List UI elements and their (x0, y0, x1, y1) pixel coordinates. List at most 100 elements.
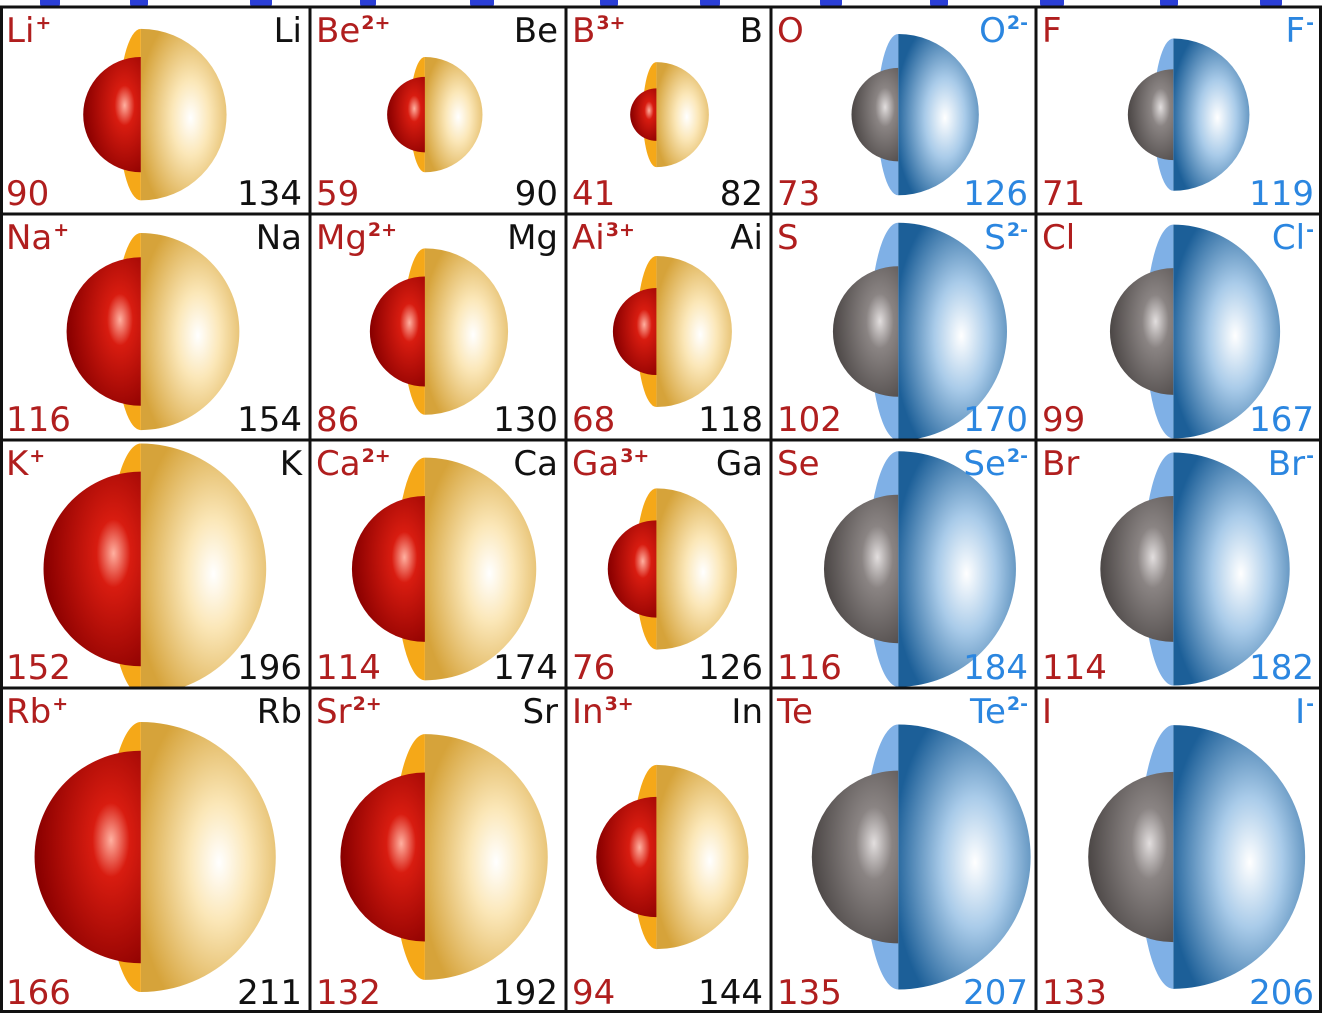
cation-label-symbol: Be (316, 11, 361, 51)
atom-label-symbol: O (777, 11, 804, 51)
sphere-illustration (811, 724, 1031, 990)
anion-label-charge: 2- (1006, 445, 1028, 467)
anion-label-symbol: I (1295, 692, 1306, 732)
anion-label-charge: 2- (1006, 219, 1028, 241)
cation-label: B3+ (572, 11, 626, 53)
atom-label: S (777, 221, 799, 255)
cation-label: Ai3+ (572, 219, 635, 260)
element-cell-rb: Rb+ Rb 166 211 (0, 688, 310, 1013)
atom-label: Te (777, 695, 813, 729)
atom-label-symbol: Li (273, 11, 302, 51)
anion-label-symbol: O (979, 11, 1006, 51)
element-cell-i: I I- 133 206 (1036, 688, 1322, 1013)
inner-sphere-core (351, 496, 425, 642)
atom-radius-value: 130 (493, 400, 558, 440)
cation-label: In3+ (572, 693, 634, 734)
cation-label-charge: + (52, 693, 69, 715)
sphere-illustration (607, 488, 738, 650)
inner-sphere-core (387, 76, 425, 153)
element-cell-be: Be2+ Be 59 90 (310, 7, 566, 214)
element-cell-cl: Cl Cl- 99 167 (1036, 214, 1322, 440)
element-cell-b: B3+ B 41 82 (566, 7, 771, 214)
sphere-illustration (43, 443, 267, 688)
inner-sphere-core (1088, 771, 1174, 943)
atom-radius-value: 114 (1042, 648, 1107, 688)
cation-label: K+ (6, 445, 45, 486)
inner-sphere-core (340, 772, 425, 942)
anion-radius-value: 184 (963, 648, 1028, 688)
outer-sphere-shell (898, 222, 1007, 440)
outer-sphere-shell (656, 256, 732, 408)
inner-sphere-core (832, 266, 899, 397)
anion-radius-value: 167 (1249, 400, 1314, 440)
anion-label-symbol: Cl (1271, 218, 1306, 258)
anion-label: S2- (984, 219, 1028, 260)
outer-sphere-shell (140, 443, 267, 688)
element-cell-se: Se Se2- 116 184 (771, 440, 1036, 688)
sphere-illustration (387, 57, 483, 173)
cation-radius-value: 86 (316, 400, 360, 440)
atom-radius-value: 116 (777, 648, 842, 688)
atom-label-symbol: I (1042, 692, 1053, 732)
cation-label-charge: 2+ (361, 12, 391, 34)
atom-radius-value: 118 (698, 400, 763, 440)
anion-label: Cl- (1271, 218, 1314, 260)
atom-radius-value: 90 (514, 174, 558, 214)
inner-sphere-core (607, 520, 657, 618)
atom-label-symbol: F (1042, 11, 1062, 51)
sphere-illustration (612, 256, 732, 408)
outer-sphere-shell (656, 764, 749, 950)
atom-radius-value: 154 (237, 400, 302, 440)
outer-sphere-shell (424, 57, 483, 173)
atom-label: Sr (522, 695, 558, 729)
anion-label-charge: 2- (1006, 12, 1028, 34)
atom-label-symbol: Ga (715, 444, 763, 484)
inner-sphere-core (630, 88, 657, 141)
cation-label-charge: + (35, 12, 52, 34)
cation-label-charge: 3+ (596, 12, 626, 34)
anion-label-charge: - (1306, 693, 1314, 715)
outer-sphere-shell (898, 34, 979, 196)
atom-label: F (1042, 14, 1062, 48)
sphere-illustration (1127, 38, 1250, 191)
atom-label: In (731, 695, 763, 729)
element-cell-k: K+ K 152 196 (0, 440, 310, 688)
element-cell-sr: Sr2+ Sr 132 192 (310, 688, 566, 1013)
anion-label: I- (1295, 692, 1314, 734)
cation-radius-value: 94 (572, 973, 616, 1013)
outer-sphere-shell (1173, 224, 1281, 439)
sphere-illustration (83, 28, 227, 201)
atom-label-symbol: S (777, 218, 799, 258)
inner-sphere-core (811, 770, 899, 944)
element-cell-s: S S2- 102 170 (771, 214, 1036, 440)
atom-label: Se (777, 447, 820, 481)
inner-sphere-core (823, 494, 899, 644)
element-cell-na: Na+ Na 116 154 (0, 214, 310, 440)
atom-radius-value: 192 (493, 973, 558, 1013)
anion-radius-value: 206 (1249, 973, 1314, 1013)
cation-radius-value: 114 (316, 648, 381, 688)
anion-label: Se2- (963, 445, 1028, 486)
anion-label-charge: - (1306, 445, 1314, 467)
anion-label-charge: - (1306, 219, 1314, 241)
inner-sphere-core (66, 257, 141, 406)
cation-label: Rb+ (6, 693, 69, 734)
atom-radius-value: 99 (1042, 400, 1086, 440)
outer-sphere-shell (656, 488, 738, 650)
outer-sphere-shell (140, 721, 276, 993)
cation-label-charge: 2+ (361, 445, 391, 467)
anion-label-charge: 2- (1006, 693, 1028, 715)
anion-radius-value: 182 (1249, 648, 1314, 688)
atom-label: Ca (513, 447, 558, 481)
anion-label: Br- (1268, 445, 1314, 486)
atom-label-symbol: In (731, 692, 763, 732)
element-cell-ca: Ca2+ Ca 114 174 (310, 440, 566, 688)
atom-radius-value: 135 (777, 973, 842, 1013)
cation-label-symbol: B (572, 11, 596, 51)
cation-label-charge: 3+ (605, 219, 635, 241)
atom-label-symbol: Sr (522, 692, 558, 732)
element-cell-mg: Mg2+ Mg 86 130 (310, 214, 566, 440)
element-cell-te: Te Te2- 135 207 (771, 688, 1036, 1013)
outer-sphere-shell (140, 232, 240, 431)
sphere-illustration (1100, 452, 1290, 686)
